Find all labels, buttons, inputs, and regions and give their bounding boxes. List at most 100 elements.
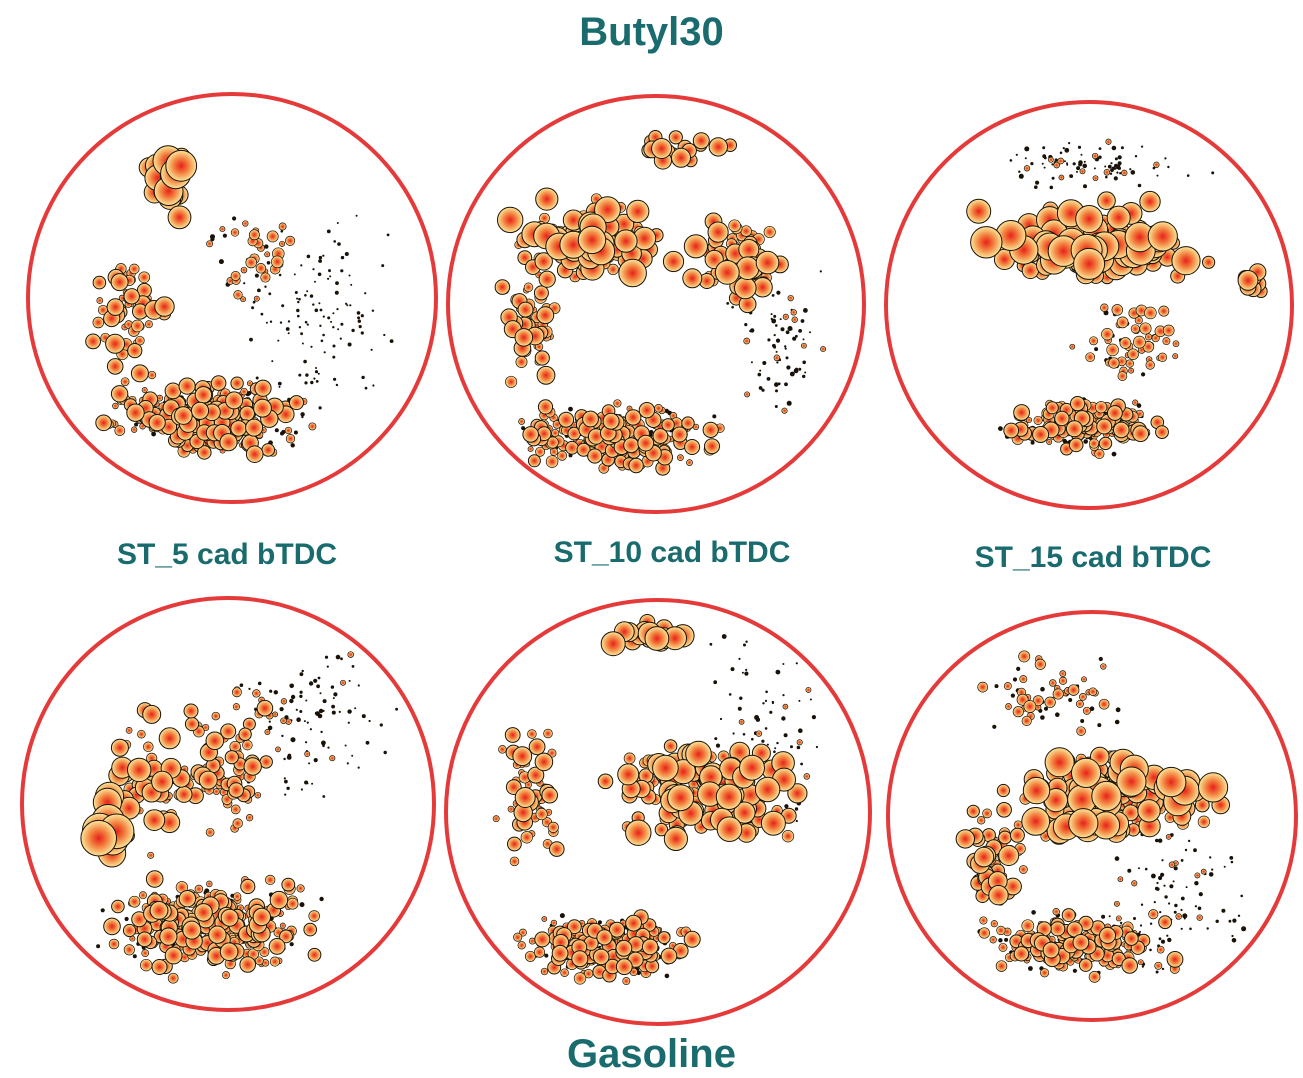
fuel-droplet [348, 679, 351, 682]
fuel-droplet [523, 282, 534, 293]
fuel-droplet [1172, 340, 1180, 348]
fuel-droplet [1206, 927, 1209, 930]
fuel-droplet [781, 407, 788, 414]
fuel-droplet [789, 371, 795, 377]
fuel-droplet [308, 681, 314, 686]
fuel-droplet [233, 892, 242, 901]
fuel-droplet [127, 757, 152, 783]
fuel-droplet [264, 251, 271, 258]
fuel-droplet [289, 395, 304, 411]
fuel-droplet [206, 240, 214, 248]
fuel-droplet [977, 816, 986, 825]
fuel-droplet [286, 786, 290, 790]
fuel-droplet [528, 738, 546, 756]
fuel-droplet [743, 337, 751, 345]
fuel-droplet [243, 757, 262, 776]
fuel-droplet [1119, 172, 1122, 175]
caption-st10: ST_10 cad bTDC [553, 536, 791, 569]
fuel-droplet [1099, 926, 1116, 944]
fuel-droplet [801, 342, 807, 349]
fuel-droplet [1095, 401, 1108, 414]
fuel-droplet [1158, 937, 1162, 941]
fuel-droplet [1054, 158, 1058, 162]
fuel-droplet [527, 454, 541, 468]
fuel-droplet [1105, 175, 1108, 179]
fuel-droplet [577, 225, 607, 255]
fuel-droplet [1209, 856, 1212, 859]
fuel-droplet [803, 773, 811, 780]
fuel-droplet [301, 669, 304, 673]
fuel-droplet [1024, 157, 1027, 160]
fuel-droplet [1089, 706, 1095, 711]
fuel-droplet [1040, 968, 1050, 978]
fuel-droplet [966, 804, 980, 818]
fuel-droplet [1031, 910, 1036, 915]
fuel-droplet [345, 302, 348, 305]
fuel-droplet [757, 372, 762, 377]
fuel-droplet [534, 752, 554, 772]
fuel-droplet [298, 373, 302, 377]
fuel-droplet [1147, 221, 1178, 252]
fuel-droplet [1049, 679, 1057, 687]
fuel-droplet [1139, 924, 1143, 927]
fuel-droplet [1113, 176, 1118, 181]
fuel-droplet [253, 398, 272, 418]
fuel-droplet [560, 968, 569, 977]
fuel-droplet [802, 338, 805, 341]
fuel-droplet [514, 787, 536, 808]
fuel-droplet [283, 777, 286, 780]
panel-gasoline-st15 [886, 610, 1298, 1022]
fuel-droplet [1073, 247, 1106, 280]
fuel-droplet [1194, 881, 1199, 886]
fuel-droplet [296, 884, 305, 893]
fuel-droplet [596, 929, 613, 946]
fuel-droplet [1081, 676, 1087, 683]
fuel-droplet [735, 256, 760, 280]
fuel-droplet [254, 273, 259, 278]
fuel-droplet [318, 259, 322, 263]
fuel-droplet [1071, 757, 1102, 788]
fuel-droplet [331, 710, 336, 715]
fuel-droplet [784, 804, 789, 809]
fuel-droplet [333, 377, 337, 381]
fuel-droplet [1079, 693, 1087, 701]
fuel-droplet [714, 260, 740, 285]
fuel-droplet [351, 328, 355, 333]
fuel-droplet [106, 358, 124, 375]
fuel-droplet [219, 226, 226, 233]
fuel-droplet [308, 910, 320, 922]
fuel-droplet [1113, 421, 1130, 439]
fuel-droplet [285, 235, 296, 246]
fuel-droplet [326, 229, 331, 234]
fuel-droplet [132, 954, 137, 959]
fuel-droplet [1101, 328, 1114, 341]
fuel-droplet [1186, 174, 1190, 177]
fuel-droplet [535, 187, 559, 211]
fuel-droplet [607, 263, 619, 276]
fuel-droplet [206, 880, 213, 888]
fuel-droplet [112, 402, 119, 410]
fuel-droplet [357, 316, 361, 320]
fuel-droplet [349, 304, 352, 307]
fuel-droplet [269, 956, 280, 967]
fuel-droplet [755, 730, 763, 737]
fuel-droplet [1089, 336, 1099, 346]
fuel-droplet [1211, 171, 1215, 175]
fuel-droplet [685, 740, 712, 768]
fuel-droplet [1166, 951, 1184, 968]
fuel-droplet [1136, 403, 1142, 408]
fuel-droplet [260, 312, 264, 316]
fuel-droplet [1144, 306, 1157, 320]
fuel-droplet [1161, 967, 1165, 971]
fuel-droplet [614, 229, 638, 253]
fuel-droplet [721, 634, 727, 639]
fuel-droplet [249, 337, 253, 342]
fuel-droplet [738, 719, 745, 725]
fuel-droplet [151, 431, 156, 437]
fuel-droplet [712, 414, 717, 419]
fuel-droplet [285, 434, 296, 444]
fuel-droplet [257, 681, 262, 686]
fuel-droplet [571, 950, 589, 968]
fuel-droplet [145, 870, 164, 888]
fuel-droplet [174, 406, 193, 425]
